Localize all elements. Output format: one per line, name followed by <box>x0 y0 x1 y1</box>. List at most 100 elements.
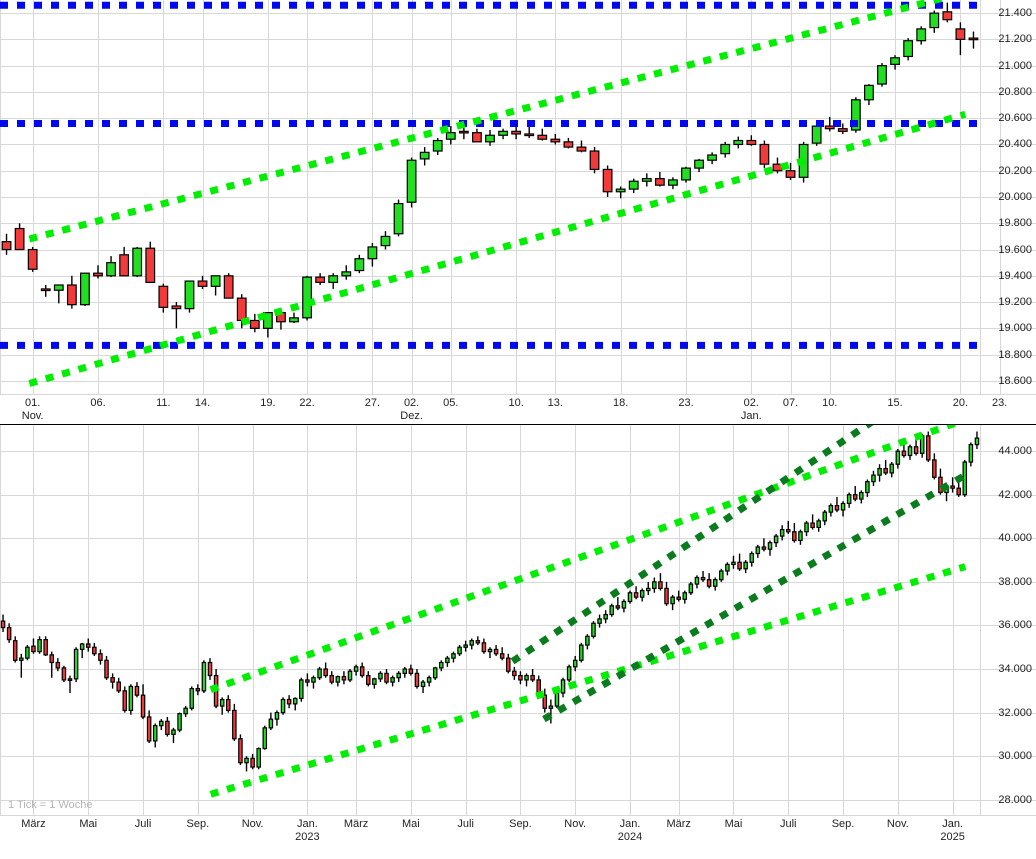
candle <box>378 672 383 680</box>
candle <box>883 467 888 474</box>
candle <box>597 618 602 624</box>
candle <box>475 640 481 644</box>
candle <box>566 666 572 681</box>
candle <box>968 37 979 41</box>
candle <box>328 275 339 283</box>
x-axis-tick-label: 23. <box>678 397 694 409</box>
candle <box>682 592 688 600</box>
candle <box>189 688 195 709</box>
candle <box>61 667 67 681</box>
candle <box>846 494 852 505</box>
candle <box>755 546 761 555</box>
candle <box>6 627 12 641</box>
candle <box>183 707 188 715</box>
daily-chart-canvas[interactable] <box>0 0 1036 424</box>
candle <box>140 694 146 718</box>
candle <box>877 65 887 85</box>
candle <box>236 297 247 322</box>
candle <box>152 725 158 742</box>
weekly-chart-panel[interactable]: 44.000 42.000 40.000 38.000 36.000 34.000 32.0… <box>0 424 1036 859</box>
candle <box>537 134 548 140</box>
x-axis-tick-label: 10. <box>822 397 838 409</box>
x-axis-tick-label: 22. <box>299 397 315 409</box>
candle <box>641 178 652 182</box>
candle <box>25 646 30 659</box>
candle <box>903 40 914 58</box>
candle <box>955 28 966 40</box>
x-axis-tick-label: 05. <box>443 397 459 409</box>
candle <box>828 505 834 513</box>
candle <box>219 698 225 707</box>
candle <box>974 437 980 446</box>
x-axis-tick-label: 11. <box>156 397 171 409</box>
x-axis-tick-label: 15. <box>887 397 903 409</box>
candle <box>93 272 103 277</box>
candle <box>402 668 408 674</box>
candle <box>250 757 255 768</box>
candle <box>238 738 243 764</box>
candle <box>274 711 280 720</box>
candle <box>706 579 712 587</box>
candle <box>563 141 574 148</box>
candle <box>210 275 221 287</box>
candle <box>302 276 312 319</box>
y-axis-tick-label: 34.000 <box>998 663 1032 676</box>
candle <box>890 57 900 65</box>
x-axis-tick-label: Nov. <box>886 818 909 830</box>
candle <box>712 579 718 587</box>
candle <box>390 677 395 683</box>
candle <box>432 139 443 152</box>
x-axis-tick-label: März <box>666 818 691 830</box>
x-axis-tick-label: 27. <box>364 397 381 409</box>
daily-chart-panel[interactable]: 21.400 21.200 21.000 20.800 20.600 20.400 20.2… <box>0 0 1036 424</box>
candle <box>354 258 365 272</box>
candle <box>773 535 779 544</box>
candle <box>628 180 639 190</box>
candle <box>889 463 895 474</box>
candle <box>426 677 432 683</box>
y-axis-tick-label: 20.200 <box>998 164 1032 177</box>
candle <box>85 643 91 648</box>
weekly-chart-canvas[interactable] <box>0 425 1036 859</box>
candle <box>43 639 48 656</box>
candle <box>67 678 73 682</box>
candle <box>445 657 450 664</box>
x-axis-tick-label: Juli <box>457 818 474 830</box>
x-axis-tick-label: Nov. <box>241 818 264 830</box>
candle <box>591 622 596 637</box>
candle <box>445 132 456 140</box>
candle <box>106 262 116 277</box>
candle <box>785 528 791 533</box>
candle <box>834 505 840 511</box>
x-axis-tick-label: Jan. 2024 <box>617 818 643 843</box>
candle <box>560 679 566 694</box>
candle <box>707 154 718 161</box>
x-axis-tick-label: Sep. <box>186 818 210 830</box>
candle <box>232 709 237 740</box>
inner-channel-upper <box>510 425 874 665</box>
candle <box>759 143 770 165</box>
candle <box>184 280 195 310</box>
candle <box>406 159 417 203</box>
daily-y-axis: 21.400 21.200 21.000 20.800 20.600 20.400 20.2… <box>980 0 1036 424</box>
outer-channel-upper <box>209 425 961 694</box>
candle <box>925 435 931 461</box>
candle <box>223 275 234 299</box>
candle <box>645 587 651 592</box>
candle <box>262 727 268 750</box>
candle <box>119 254 130 277</box>
y-axis-tick-label: 19.600 <box>998 243 1032 256</box>
candle <box>916 28 927 42</box>
candle <box>589 150 600 171</box>
candle <box>80 272 90 306</box>
candle <box>652 581 657 590</box>
candle <box>524 674 529 681</box>
y-axis-tick-label: 21.400 <box>998 7 1032 20</box>
candle <box>145 247 156 283</box>
candle <box>31 645 36 653</box>
x-axis-tick-label: Mai <box>79 818 98 830</box>
candle <box>530 674 535 681</box>
candle <box>305 679 310 683</box>
daily-x-axis: 01. Nov. 06. 11. 14. 19. 22. 27. 02. Dez. 05. 10. 13… <box>0 394 1036 424</box>
candle <box>171 729 176 735</box>
